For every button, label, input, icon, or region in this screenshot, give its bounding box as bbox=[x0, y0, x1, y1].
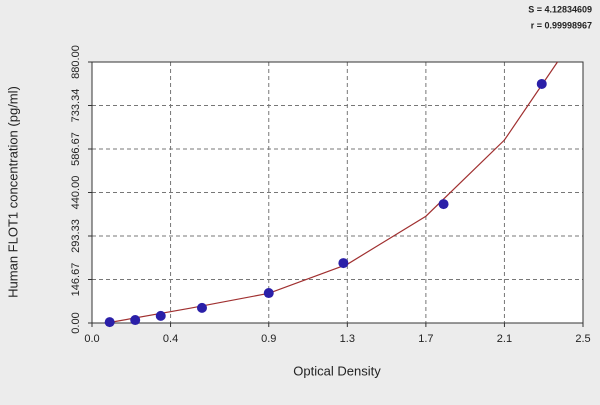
x-tick-label: 2.1 bbox=[497, 333, 512, 345]
annotation: r = 0.99998967 bbox=[531, 20, 592, 30]
y-tick-label: 0.00 bbox=[70, 312, 82, 333]
data-point bbox=[130, 315, 141, 326]
x-tick-label: 0.0 bbox=[84, 333, 99, 345]
y-tick-label: 880.00 bbox=[70, 45, 82, 79]
y-axis-title: Human FLOT1 concentration (pg/ml) bbox=[5, 86, 20, 298]
data-point bbox=[536, 78, 547, 89]
x-axis-title: Optical Density bbox=[293, 363, 381, 378]
x-tick-label: 0.9 bbox=[261, 333, 276, 345]
plot-frame bbox=[91, 61, 584, 324]
x-tick-label: 1.3 bbox=[340, 333, 355, 345]
y-tick-label: 440.00 bbox=[70, 176, 82, 210]
x-tick-label: 2.5 bbox=[575, 333, 590, 345]
annotation: S = 4.12834609 bbox=[528, 4, 592, 14]
x-tick-label: 0.4 bbox=[163, 333, 178, 345]
data-point bbox=[196, 302, 207, 313]
data-point bbox=[155, 310, 166, 321]
data-point bbox=[338, 258, 349, 269]
y-tick-label: 146.67 bbox=[70, 263, 82, 297]
data-point bbox=[263, 288, 274, 299]
y-tick-label: 733.34 bbox=[70, 89, 82, 123]
y-tick-label: 586.67 bbox=[70, 132, 82, 166]
data-point bbox=[438, 199, 449, 210]
data-point bbox=[104, 317, 115, 328]
y-tick-label: 293.33 bbox=[70, 219, 82, 253]
x-tick-label: 1.7 bbox=[418, 333, 433, 345]
